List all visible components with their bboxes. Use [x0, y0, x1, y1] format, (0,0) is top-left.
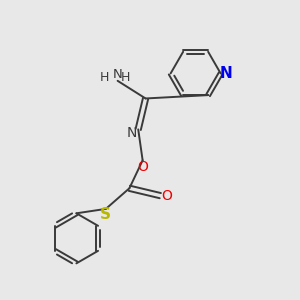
Text: O: O	[161, 189, 172, 202]
Text: N: N	[127, 126, 137, 140]
Text: N: N	[113, 68, 122, 81]
Text: N: N	[220, 66, 232, 81]
Text: H: H	[120, 71, 130, 84]
Text: O: O	[137, 160, 148, 174]
Text: H: H	[100, 71, 109, 84]
Text: S: S	[100, 207, 111, 222]
